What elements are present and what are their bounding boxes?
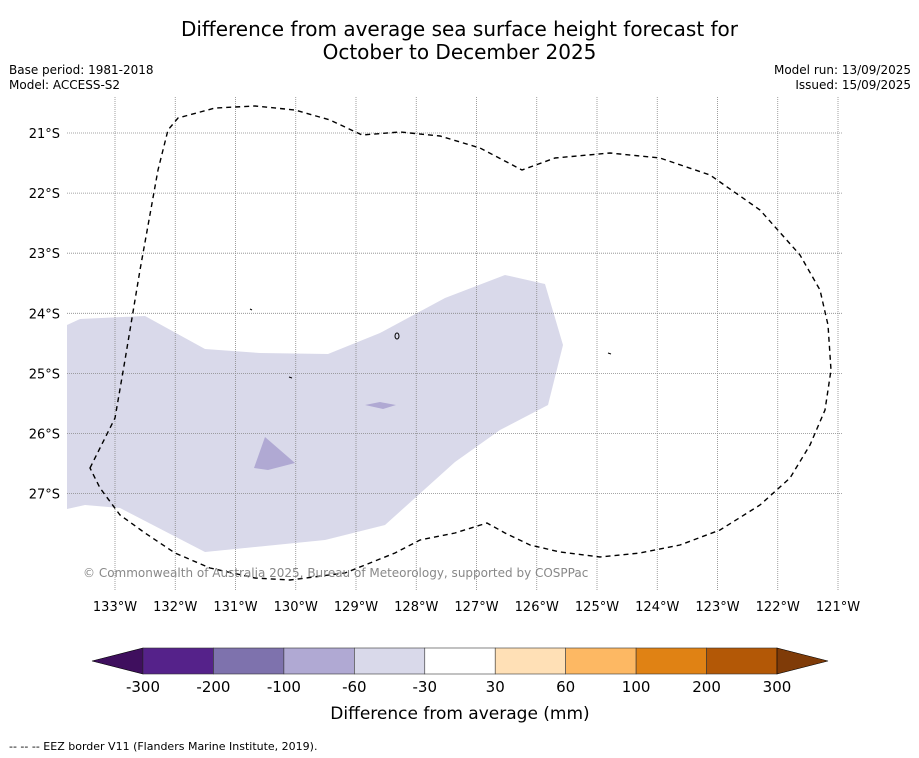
lat-tick-label: 25°S bbox=[29, 367, 60, 382]
colorbar-segment bbox=[494, 647, 566, 675]
lat-tick-label: 27°S bbox=[29, 488, 60, 503]
issued-date: Issued: 15/09/2025 bbox=[795, 78, 911, 92]
colorbar-tick: 60 bbox=[556, 678, 575, 696]
colorbar-tick: -30 bbox=[413, 678, 438, 696]
lon-tick-label: 125°W bbox=[575, 600, 619, 615]
lat-tick-label: 22°S bbox=[29, 187, 60, 202]
lon-tick-label: 129°W bbox=[334, 600, 378, 615]
meta-right: Model run: 13/09/2025 Issued: 15/09/2025 bbox=[774, 63, 911, 93]
colorbar-tick: -60 bbox=[342, 678, 367, 696]
copyright-text: © Commonwealth of Australia 2025, Bureau… bbox=[83, 566, 588, 580]
colorbar-segment bbox=[142, 647, 214, 675]
lon-tick-label: 133°W bbox=[93, 600, 137, 615]
eez-border bbox=[89, 105, 832, 581]
lon-tick-label: 126°W bbox=[515, 600, 559, 615]
eez-footnote: -- -- -- EEZ border V11 (Flanders Marine… bbox=[9, 740, 318, 753]
lon-tick-label: 127°W bbox=[454, 600, 498, 615]
lon-tick-label: 128°W bbox=[394, 600, 438, 615]
lon-tick-label: 123°W bbox=[695, 600, 739, 615]
colorbar-segment bbox=[635, 647, 707, 675]
map-title: Difference from average sea surface heig… bbox=[0, 18, 919, 64]
lat-tick-label: 24°S bbox=[29, 307, 60, 322]
lon-tick-label: 124°W bbox=[635, 600, 679, 615]
colorbar-tick: 200 bbox=[692, 678, 721, 696]
lat-tick-label: 21°S bbox=[29, 127, 60, 142]
title-line-1: Difference from average sea surface heig… bbox=[180, 17, 739, 41]
base-period: Base period: 1981-2018 bbox=[9, 63, 154, 77]
lon-tick-label: 122°W bbox=[756, 600, 800, 615]
lon-tick-label: 121°W bbox=[816, 600, 860, 615]
anomaly-region-minus-60-to-minus-100 bbox=[254, 437, 295, 470]
colorbar-extend-low bbox=[91, 647, 144, 675]
title-line-2: October to December 2025 bbox=[322, 40, 597, 64]
colorbar-tick: -200 bbox=[196, 678, 230, 696]
lon-tick-label: 132°W bbox=[153, 600, 197, 615]
colorbar-label: Difference from average (mm) bbox=[330, 704, 589, 724]
lat-tick-label: 23°S bbox=[29, 247, 60, 262]
colorbar bbox=[91, 647, 829, 675]
meta-left: Base period: 1981-2018 Model: ACCESS-S2 bbox=[9, 63, 154, 93]
colorbar-extend-high bbox=[776, 647, 829, 675]
lon-tick-label: 131°W bbox=[213, 600, 257, 615]
longitude-tick-labels: 133°W 132°W 131°W 130°W 129°W 128°W 127°W 126°W… bbox=[93, 600, 860, 615]
latitude-tick-labels: 21°S 22°S 23°S 24°S 25°S 26°S 27°S bbox=[29, 127, 60, 503]
colorbar-tick: -300 bbox=[126, 678, 160, 696]
colorbar-tick-labels: -300 -200 -100 -60 -30 30 60 100 200 300 bbox=[126, 678, 791, 696]
colorbar-segment bbox=[706, 647, 778, 675]
colorbar-segment bbox=[354, 647, 426, 675]
lat-tick-label: 26°S bbox=[29, 428, 60, 443]
model-name: Model: ACCESS-S2 bbox=[9, 78, 121, 92]
colorbar-segment bbox=[565, 647, 637, 675]
colorbar-tick: 100 bbox=[622, 678, 651, 696]
colorbar-segment bbox=[424, 647, 496, 675]
anomaly-region-minus-60-to-minus-100-small bbox=[365, 402, 396, 409]
island-marks bbox=[249, 308, 612, 379]
colorbar-tick: 30 bbox=[486, 678, 505, 696]
colorbar-segment bbox=[213, 647, 285, 675]
lon-tick-label: 130°W bbox=[274, 600, 318, 615]
colorbar-tick: -100 bbox=[267, 678, 301, 696]
anomaly-layer bbox=[67, 275, 563, 552]
colorbar-segment bbox=[283, 647, 355, 675]
anomaly-region-minus-30-to-minus-60 bbox=[67, 275, 563, 552]
colorbar-tick: 300 bbox=[763, 678, 792, 696]
model-run: Model run: 13/09/2025 bbox=[773, 63, 911, 77]
